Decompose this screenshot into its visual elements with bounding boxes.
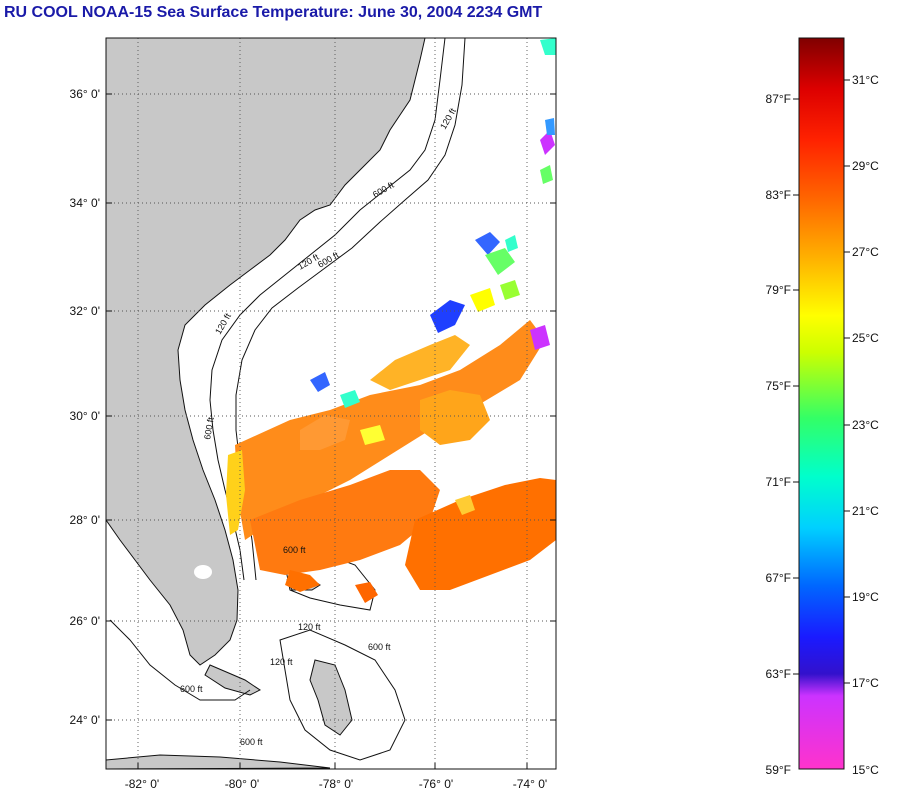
contour-label: 600 ft [240, 737, 263, 747]
lat-label: 24° 0' [70, 713, 100, 727]
color-bar: 87°F 83°F 79°F 75°F 71°F 67°F 63°F 59°F … [766, 37, 879, 777]
contour-label: 600 ft [368, 642, 391, 652]
celsius-label: 31°C [852, 73, 879, 87]
fahrenheit-label: 79°F [766, 283, 791, 297]
contour-label: 600 ft [180, 684, 203, 694]
fahrenheit-label: 83°F [766, 188, 791, 202]
contour-label: 600 ft [202, 416, 216, 440]
contour-label: 120 ft [298, 622, 321, 632]
celsius-label: 17°C [852, 676, 879, 690]
celsius-label: 27°C [852, 245, 879, 259]
map-title: RU COOL NOAA-15 Sea Surface Temperature:… [4, 4, 543, 21]
sst-data-layer [226, 38, 556, 603]
celsius-label: 25°C [852, 331, 879, 345]
lat-label: 36° 0' [70, 87, 100, 101]
lon-label: -74° 0' [513, 777, 547, 791]
lat-label: 28° 0' [70, 513, 100, 527]
lat-label: 30° 0' [70, 409, 100, 423]
celsius-label: 29°C [852, 159, 879, 173]
celsius-label: 21°C [852, 504, 879, 518]
lat-label: 32° 0' [70, 304, 100, 318]
contour-west-florida [109, 619, 251, 701]
latitude-labels: 36° 0' 34° 0' 32° 0' 30° 0' 28° 0' 26° 0… [70, 87, 100, 727]
celsius-label: 23°C [852, 418, 879, 432]
fahrenheit-label: 71°F [766, 475, 791, 489]
contour-120ft [209, 38, 446, 581]
longitude-labels: -82° 0' -80° 0' -78° 0' -76° 0' -74° 0' [125, 777, 547, 791]
lon-label: -82° 0' [125, 777, 159, 791]
fahrenheit-label: 59°F [766, 763, 791, 777]
land-cuba [106, 754, 331, 769]
lat-label: 26° 0' [70, 614, 100, 628]
contour-great-bahama-bank [279, 629, 406, 761]
land-mainland [106, 38, 426, 666]
graticule [106, 38, 556, 769]
fahrenheit-label: 75°F [766, 379, 791, 393]
lon-label: -80° 0' [225, 777, 259, 791]
land-florida-keys [204, 664, 261, 696]
contour-label: 600 ft [283, 545, 306, 555]
celsius-label: 19°C [852, 590, 879, 604]
celsius-label: 15°C [852, 763, 879, 777]
map-ticks [106, 93, 556, 769]
lon-label: -76° 0' [419, 777, 453, 791]
land-andros [309, 659, 353, 736]
fahrenheit-label: 63°F [766, 667, 791, 681]
fahrenheit-label: 87°F [766, 92, 791, 106]
lon-label: -78° 0' [319, 777, 353, 791]
lake-okeechobee [194, 565, 212, 579]
lat-label: 34° 0' [70, 196, 100, 210]
contour-label: 120 ft [270, 657, 293, 667]
fahrenheit-label: 67°F [766, 571, 791, 585]
